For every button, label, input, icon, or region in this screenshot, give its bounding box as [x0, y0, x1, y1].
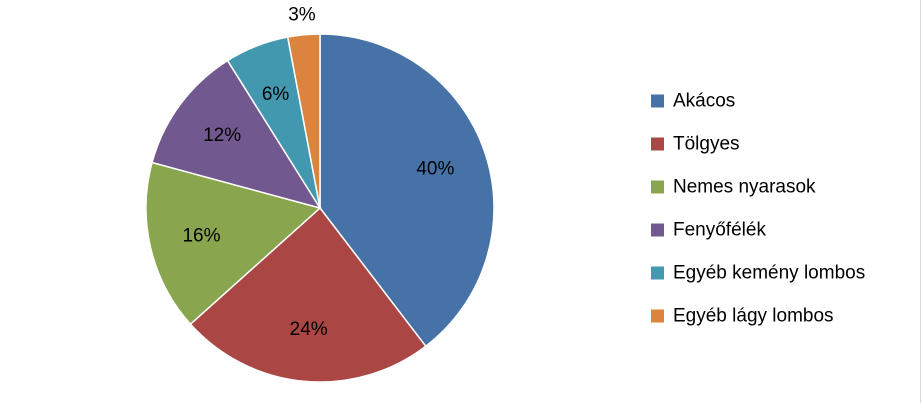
- legend-item-egyeb-kemeny-lombos: Egyéb kemény lombos: [651, 263, 865, 284]
- legend: Akácos Tölgyes Nemes nyarasok Fenyőfélék Egy…: [651, 91, 865, 327]
- legend-swatch: [651, 223, 664, 237]
- legend-label: Fenyőfélék: [673, 220, 766, 241]
- legend-label: Nemes nyarasok: [673, 177, 816, 198]
- legend-swatch: [651, 266, 664, 280]
- legend-label: Tölgyes: [673, 134, 740, 155]
- legend-swatch: [651, 137, 664, 151]
- pie-slice-egyeb-lagy-lombos: [286, 33, 321, 209]
- pie-slices: [145, 33, 495, 383]
- legend-item-fenyofelek: Fenyőfélék: [651, 220, 766, 241]
- legend-item-akacos: Akácos: [651, 91, 735, 112]
- data-label-egyeb-lagy-lombos: 3%: [288, 4, 316, 25]
- legend-item-nemes-nyarasok: Nemes nyarasok: [651, 177, 816, 198]
- legend-item-tolgyes: Tölgyes: [651, 134, 740, 155]
- data-label-tolgyes: 24%: [290, 319, 328, 340]
- data-label-egyeb-kemeny-lombos: 6%: [262, 84, 290, 105]
- data-label-fenyofelek: 12%: [203, 125, 241, 146]
- legend-label: Akácos: [673, 91, 735, 112]
- legend-swatch: [651, 180, 664, 194]
- data-label-nemes-nyarasok: 16%: [182, 226, 220, 247]
- pie-slice-fenyofelek: [151, 59, 322, 210]
- data-label-akacos: 40%: [416, 158, 454, 179]
- pie-slice-nemes-nyarasok: [145, 161, 322, 326]
- legend-label: Egyéb lágy lombos: [673, 306, 834, 327]
- legend-item-egyeb-lagy-lombos: Egyéb lágy lombos: [651, 306, 834, 327]
- legend-swatch: [651, 94, 664, 108]
- pie-slice-tolgyes: [189, 206, 427, 383]
- legend-label: Egyéb kemény lombos: [673, 263, 865, 284]
- data-labels: 40% 24% 16% 12% 6% 3%: [182, 4, 454, 339]
- pie-slice-akacos: [319, 33, 495, 348]
- legend-swatch: [651, 309, 664, 323]
